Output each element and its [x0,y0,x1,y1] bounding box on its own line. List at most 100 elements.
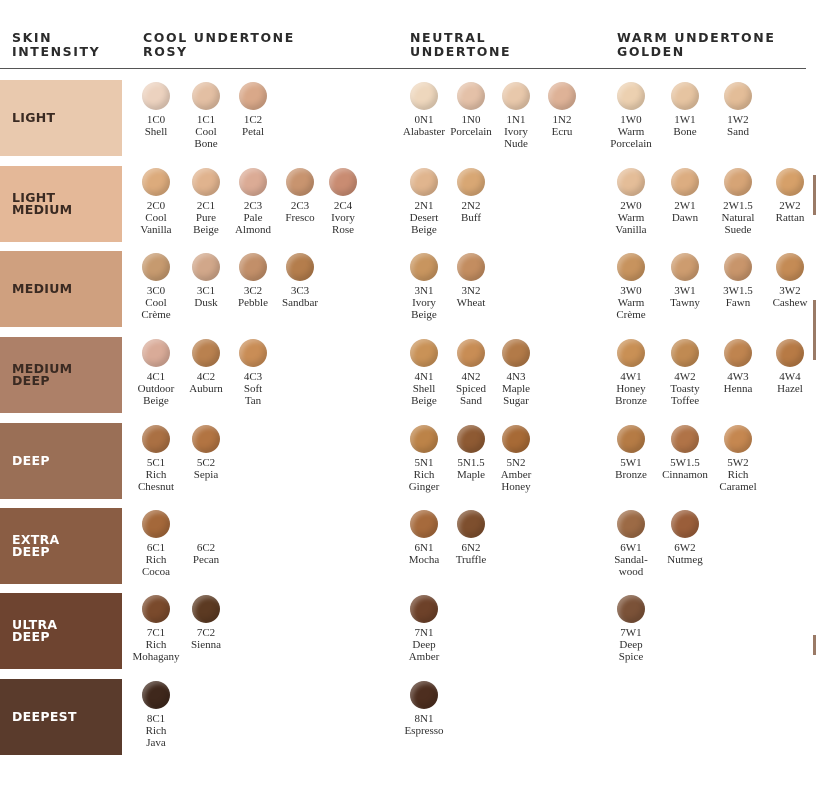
shade-color-circle [671,168,699,196]
shade-swatch-4n2[interactable]: 4N2 Spiced Sand [441,339,501,407]
shade-swatch-1n2[interactable]: 1N2 Ecru [532,82,592,138]
shade-swatch-0n1[interactable]: 0N1 Alabaster [394,82,454,138]
shade-swatch-6c1[interactable]: 6C1 Rich Cocoa [126,510,186,578]
shade-swatch-3n1[interactable]: 3N1 Ivory Beige [394,253,454,321]
shade-swatch-2c3[interactable]: 2C3 Pale Almond [223,168,283,236]
shade-color-circle [776,168,804,196]
shade-swatch-3n2[interactable]: 3N2 Wheat [441,253,501,309]
shade-swatch-6n1[interactable]: 6N1 Mocha [394,510,454,566]
shade-swatch-1n1[interactable]: 1N1 Ivory Nude [486,82,546,150]
shade-name: Almond [234,224,272,236]
shade-swatch-1c1[interactable]: 1C1 Cool Bone [176,82,236,150]
shade-color-circle [410,510,438,538]
shade-swatch-2n1[interactable]: 2N1 Desert Beige [394,168,454,236]
shade-swatch-7c1[interactable]: 7C1 Rich Mohagany [126,595,186,663]
shade-swatch-1n0[interactable]: 1N0 Porcelain [441,82,501,138]
shade-swatch-7n1[interactable]: 7N1 Deep Amber [394,595,454,663]
shade-swatch-4w2[interactable]: 4W2 Toasty Toffee [655,339,715,407]
shade-swatch-2w1[interactable]: 2W1 Dawn [655,168,715,224]
shade-code: 7C2 [196,627,216,639]
shade-swatch-1c2[interactable]: 1C2 Petal [223,82,283,138]
shade-color-circle [617,168,645,196]
shade-swatch-2c1[interactable]: 2C1 Pure Beige [176,168,236,236]
shade-name: Porcelain [450,126,492,138]
shade-color-circle [457,510,485,538]
shade-name: Nude [504,138,528,150]
shade-name: Warm [617,297,645,309]
shade-swatch-8n1[interactable]: 8N1 Espresso [394,681,454,737]
shade-name: Honey [616,383,646,395]
shade-swatch-2n2[interactable]: 2N2 Buff [441,168,501,224]
shade-color-circle [617,253,645,281]
shade-swatch-2c3[interactable]: 2C3 Fresco [270,168,330,224]
shade-swatch-1c0[interactable]: 1C0 Shell [126,82,186,138]
shade-name: Tawny [670,297,700,309]
shade-color-circle [724,253,752,281]
shade-swatch-4n3[interactable]: 4N3 Maple Sugar [486,339,546,407]
shade-swatch-6w2[interactable]: 6W2 Nutmeg [655,510,715,566]
shade-code: 4C2 [196,371,216,383]
shade-swatch-2c0[interactable]: 2C0 Cool Vanilla [126,168,186,236]
shade-swatch-8c1[interactable]: 8C1 Rich Java [126,681,186,749]
shade-swatch-5w2[interactable]: 5W2 Rich Caramel [708,425,768,493]
shade-swatch-3c0[interactable]: 3C0 Cool Crème [126,253,186,321]
shade-swatch-3c1[interactable]: 3C1 Dusk [176,253,236,309]
shade-color-circle [239,339,267,367]
shade-swatch-5c1[interactable]: 5C1 Rich Chesnut [126,425,186,493]
shade-swatch-7c2[interactable]: 7C2 Sienna [176,595,236,651]
shade-code: 5C2 [196,457,216,469]
shade-code: 4W4 [779,371,801,383]
shade-swatch-5n1-5[interactable]: 5N1.5 Maple [441,425,501,481]
shade-name: Beige [411,395,437,407]
shade-swatch-1w2[interactable]: 1W2 Sand [708,82,768,138]
shade-swatch-6n2[interactable]: 6N2 Truffle [441,510,501,566]
shade-swatch-3w2[interactable]: 3W2 Cashew [760,253,816,309]
shade-code: 5N1 [414,457,434,469]
shade-swatch-2w1-5[interactable]: 2W1.5 Natural Suede [708,168,768,236]
shade-swatch-3w1-5[interactable]: 3W1.5 Fawn [708,253,768,309]
shade-swatch-4w1[interactable]: 4W1 Honey Bronze [601,339,661,407]
shade-swatch-4w4[interactable]: 4W4 Hazel [760,339,816,395]
shade-swatch-4w3[interactable]: 4W3 Henna [708,339,768,395]
shade-swatch-5n2[interactable]: 5N2 Amber Honey [486,425,546,493]
shade-swatch-2w0[interactable]: 2W0 Warm Vanilla [601,168,661,236]
shade-swatch-4n1[interactable]: 4N1 Shell Beige [394,339,454,407]
shade-swatch-3c3[interactable]: 3C3 Sandbar [270,253,330,309]
shade-swatch-1w1[interactable]: 1W1 Bone [655,82,715,138]
intensity-label: LIGHT MEDIUM [12,191,72,216]
shade-swatch-6w1[interactable]: 6W1 Sandal-wood [601,510,661,578]
shade-color-circle [671,425,699,453]
shade-color-circle [724,168,752,196]
shade-swatch-3w1[interactable]: 3W1 Tawny [655,253,715,309]
intensity-label: MEDIUM DEEP [12,362,72,388]
shade-swatch-5c2[interactable]: 5C2 Sepia [176,425,236,481]
shade-swatch-4c1[interactable]: 4C1 Outdoor Beige [126,339,186,407]
shade-swatch-2w2[interactable]: 2W2 Rattan [760,168,816,224]
intensity-label-line: DEEP [12,373,50,388]
shade-swatch-5n1[interactable]: 5N1 Rich Ginger [394,425,454,493]
shade-swatch-7w1[interactable]: 7W1 Deep Spice [601,595,661,663]
shade-swatch-3c2[interactable]: 3C2 Pebble [223,253,283,309]
right-edge-strip-3 [813,635,816,655]
shade-swatch-4c3[interactable]: 4C3 Soft Tan [223,339,283,407]
shade-code: 4W3 [727,371,749,383]
shade-color-circle [142,681,170,709]
shade-name: Pure [195,212,217,224]
shade-name: Tan [244,395,262,407]
header-intensity-line-2: INTENSITY [12,44,101,59]
shade-name: Cinnamon [662,469,708,481]
shade-swatch-3w0[interactable]: 3W0 Warm Crème [601,253,661,321]
shade-color-circle [192,339,220,367]
shade-swatch-5w1-5[interactable]: 5W1.5 Cinnamon [655,425,715,481]
shade-swatch-6c2[interactable]: 6C2 Pecan [176,510,236,566]
shade-swatch-4c2[interactable]: 4C2 Auburn [176,339,236,395]
shade-swatch-1w0[interactable]: 1W0 Warm Porcelain [601,82,661,150]
intensity-label: EXTRA DEEP [12,533,60,558]
shade-name: Spiced [456,383,486,395]
shade-swatch-5w1[interactable]: 5W1 Bronze [601,425,661,481]
intensity-band-extra-deep: EXTRA DEEP [0,508,122,584]
shade-color-circle [192,425,220,453]
shade-swatch-2c4[interactable]: 2C4 Ivory Rose [313,168,373,236]
shade-color-circle [457,253,485,281]
shade-code: 3C2 [243,285,263,297]
